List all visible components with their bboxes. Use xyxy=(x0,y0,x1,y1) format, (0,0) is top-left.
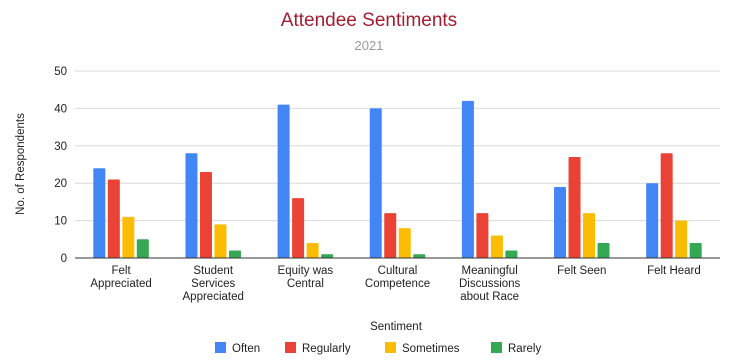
legend-swatch-sometimes xyxy=(385,342,396,353)
bar-often-1 xyxy=(185,153,198,258)
x-category-label: Appreciated xyxy=(90,278,151,290)
y-tick-label: 0 xyxy=(61,253,67,265)
bar-often-3 xyxy=(369,108,382,259)
x-category-label: Felt Heard xyxy=(647,265,701,277)
x-category-label: Equity was xyxy=(278,265,334,277)
y-tick-label: 10 xyxy=(54,216,67,228)
legend-label-regularly: Regularly xyxy=(302,343,351,355)
bar-sometimes-3 xyxy=(398,228,411,258)
bar-regularly-4 xyxy=(476,213,489,258)
bar-rarely-6 xyxy=(689,243,702,258)
x-category-label: Meaningful xyxy=(462,265,518,277)
y-tick-label: 30 xyxy=(54,141,67,153)
x-category-label: Student xyxy=(193,265,233,277)
legend: Often Regularly Sometimes Rarely xyxy=(215,342,541,355)
y-tick-label: 40 xyxy=(54,103,67,115)
gridlines xyxy=(75,70,720,222)
x-axis-categories: FeltAppreciatedStudentServicesAppreciate… xyxy=(90,265,700,303)
x-category-label: Services xyxy=(191,278,235,290)
y-axis-ticks: 0 10 20 30 40 50 xyxy=(54,66,67,265)
bar-regularly-3 xyxy=(384,213,397,258)
bar-often-6 xyxy=(646,183,659,258)
y-tick-label: 20 xyxy=(54,178,67,190)
bar-rarely-3 xyxy=(413,254,426,258)
x-category-label: Appreciated xyxy=(183,291,244,303)
legend-label-sometimes: Sometimes xyxy=(402,343,460,355)
bar-sometimes-5 xyxy=(583,213,596,258)
x-category-label: Central xyxy=(287,278,324,290)
bar-often-2 xyxy=(277,104,290,258)
bar-rarely-2 xyxy=(321,254,334,258)
bar-sometimes-4 xyxy=(490,235,503,258)
bar-regularly-6 xyxy=(660,153,673,258)
bar-sometimes-6 xyxy=(675,220,688,258)
chart-subtitle: 2021 xyxy=(355,38,384,53)
x-category-label: Felt xyxy=(111,265,131,277)
x-category-label: Competence xyxy=(365,278,430,290)
bar-regularly-1 xyxy=(199,171,212,258)
bar-regularly-2 xyxy=(292,198,305,258)
legend-swatch-often xyxy=(215,342,226,353)
x-category-label: Cultural xyxy=(378,265,418,277)
y-tick-label: 50 xyxy=(54,66,67,78)
bar-regularly-5 xyxy=(568,157,581,258)
bar-sometimes-1 xyxy=(214,224,227,258)
bar-sometimes-2 xyxy=(306,243,319,258)
bars xyxy=(93,100,702,259)
x-category-label: Felt Seen xyxy=(557,265,606,277)
x-category-label: about Race xyxy=(460,291,519,303)
bar-often-5 xyxy=(554,186,567,258)
x-category-label: Discussions xyxy=(459,278,521,290)
bar-rarely-5 xyxy=(597,243,610,258)
bar-often-4 xyxy=(461,100,474,258)
legend-swatch-rarely xyxy=(491,342,502,353)
bar-often-0 xyxy=(93,168,106,258)
x-axis-title: Sentiment xyxy=(370,321,423,333)
y-axis-title: No. of Respondents xyxy=(15,113,27,215)
bar-rarely-4 xyxy=(505,250,518,258)
bar-rarely-0 xyxy=(136,239,149,258)
legend-swatch-regularly xyxy=(285,342,296,353)
bar-rarely-1 xyxy=(228,250,241,258)
bar-regularly-0 xyxy=(107,179,120,258)
legend-label-rarely: Rarely xyxy=(508,343,541,355)
bar-sometimes-0 xyxy=(122,216,135,258)
chart-title: Attendee Sentiments xyxy=(281,10,457,31)
legend-label-often: Often xyxy=(232,343,260,355)
